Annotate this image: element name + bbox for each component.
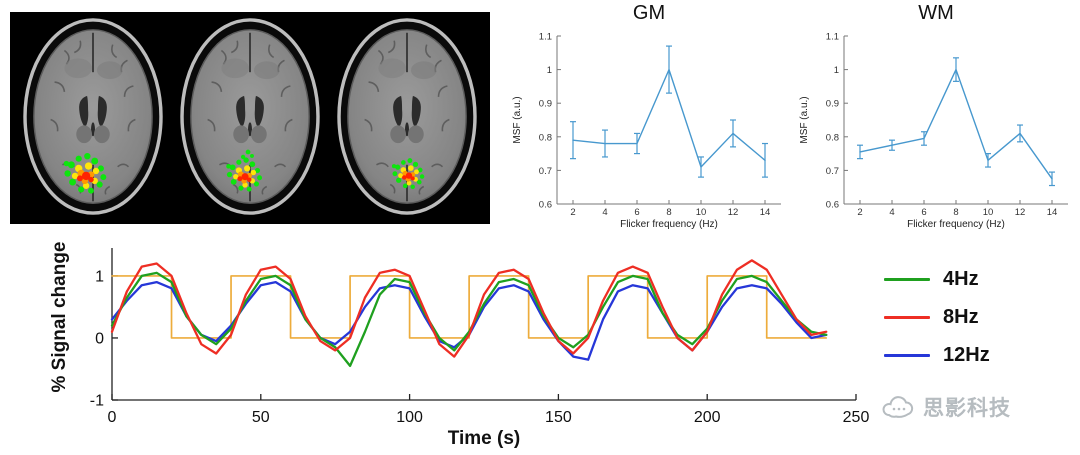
svg-text:0.9: 0.9 — [826, 99, 839, 110]
brain-slice-3 — [337, 18, 477, 215]
svg-text:1.1: 1.1 — [539, 32, 552, 43]
timeseries-panel: -1 0 1 0 50 100 150 200 250 Time (s) — [76, 238, 876, 455]
svg-text:4: 4 — [602, 207, 607, 218]
svg-text:14: 14 — [760, 207, 771, 218]
svg-text:50: 50 — [252, 409, 270, 426]
svg-text:1: 1 — [834, 65, 839, 76]
gm-chart: 0.6 0.7 0.8 0.9 1 1.1 2 4 6 8 10 12 14 Flicker freque… — [512, 32, 781, 230]
gm-chart-title: GM — [632, 2, 666, 24]
svg-text:6: 6 — [634, 207, 639, 218]
legend-label-12hz: 12Hz — [943, 344, 990, 366]
legend-swatch-8hz-line-icon — [884, 316, 930, 319]
svg-text:8: 8 — [666, 207, 671, 218]
svg-text:0.9: 0.9 — [539, 99, 552, 110]
cloud-logo-icon — [882, 396, 914, 418]
svg-text:150: 150 — [545, 409, 572, 426]
svg-text:1: 1 — [547, 65, 552, 76]
watermark-text: 思影科技 — [923, 397, 1011, 420]
svg-text:8: 8 — [953, 207, 958, 218]
svg-text:6: 6 — [921, 207, 926, 218]
svg-text:2: 2 — [857, 207, 862, 218]
wm-chart-panel: WM 0.6 0.7 0.8 0.9 1 1.1 2 4 6 8 10 12 14 Flicker fre… — [792, 0, 1080, 232]
svg-text:1.1: 1.1 — [826, 32, 839, 43]
svg-text:Flicker frequency (Hz): Flicker frequency (Hz) — [620, 219, 718, 230]
svg-text:200: 200 — [694, 409, 721, 426]
svg-text:-1: -1 — [90, 393, 104, 410]
svg-text:Flicker frequency (Hz): Flicker frequency (Hz) — [907, 219, 1005, 230]
svg-text:10: 10 — [696, 207, 707, 218]
svg-text:0.6: 0.6 — [539, 200, 552, 211]
svg-text:0.8: 0.8 — [539, 132, 552, 143]
timeseries-xlabel: Time (s) — [447, 428, 521, 449]
svg-text:250: 250 — [843, 409, 870, 426]
brain-panel — [10, 12, 490, 224]
svg-text:0.7: 0.7 — [826, 166, 839, 177]
svg-text:0.6: 0.6 — [826, 200, 839, 211]
legend-label-4hz: 4Hz — [943, 268, 979, 290]
timeseries-legend: 4Hz 8Hz 12Hz — [884, 268, 990, 367]
brain-slice-2 — [180, 18, 320, 215]
svg-text:4: 4 — [889, 207, 894, 218]
svg-text:1: 1 — [95, 268, 104, 285]
wm-chart-title: WM — [918, 2, 954, 24]
legend-item-8hz: 8Hz — [884, 306, 990, 329]
svg-text:12: 12 — [1015, 207, 1026, 218]
brain-slice-1 — [23, 18, 163, 215]
legend-label-8hz: 8Hz — [943, 306, 979, 328]
legend-item-4hz: 4Hz — [884, 268, 990, 291]
wm-chart: 0.6 0.7 0.8 0.9 1 1.1 2 4 6 8 10 12 14 Flicker freque… — [799, 32, 1068, 230]
svg-text:0: 0 — [108, 409, 117, 426]
legend-item-12hz: 12Hz — [884, 344, 990, 367]
svg-text:0: 0 — [95, 330, 104, 347]
legend-swatch-12hz-line-icon — [884, 354, 930, 357]
svg-text:100: 100 — [396, 409, 423, 426]
svg-text:2: 2 — [570, 207, 575, 218]
svg-text:MSF (a.u.): MSF (a.u.) — [799, 96, 810, 143]
activation-extra-dots — [240, 149, 254, 160]
svg-text:0.7: 0.7 — [539, 166, 552, 177]
svg-text:10: 10 — [983, 207, 994, 218]
timeseries-ylabel: % Signal change — [49, 241, 70, 393]
gm-chart-panel: GM 0.6 0.7 0.8 0.9 1 1.1 2 4 6 8 10 12 14 Flicker fre… — [505, 0, 793, 232]
watermark: 思影科技 — [882, 392, 1011, 422]
svg-text:MSF (a.u.): MSF (a.u.) — [512, 96, 523, 143]
legend-swatch-4hz-line-icon — [884, 278, 930, 281]
svg-text:12: 12 — [728, 207, 739, 218]
svg-text:0.8: 0.8 — [826, 132, 839, 143]
svg-text:14: 14 — [1047, 207, 1058, 218]
